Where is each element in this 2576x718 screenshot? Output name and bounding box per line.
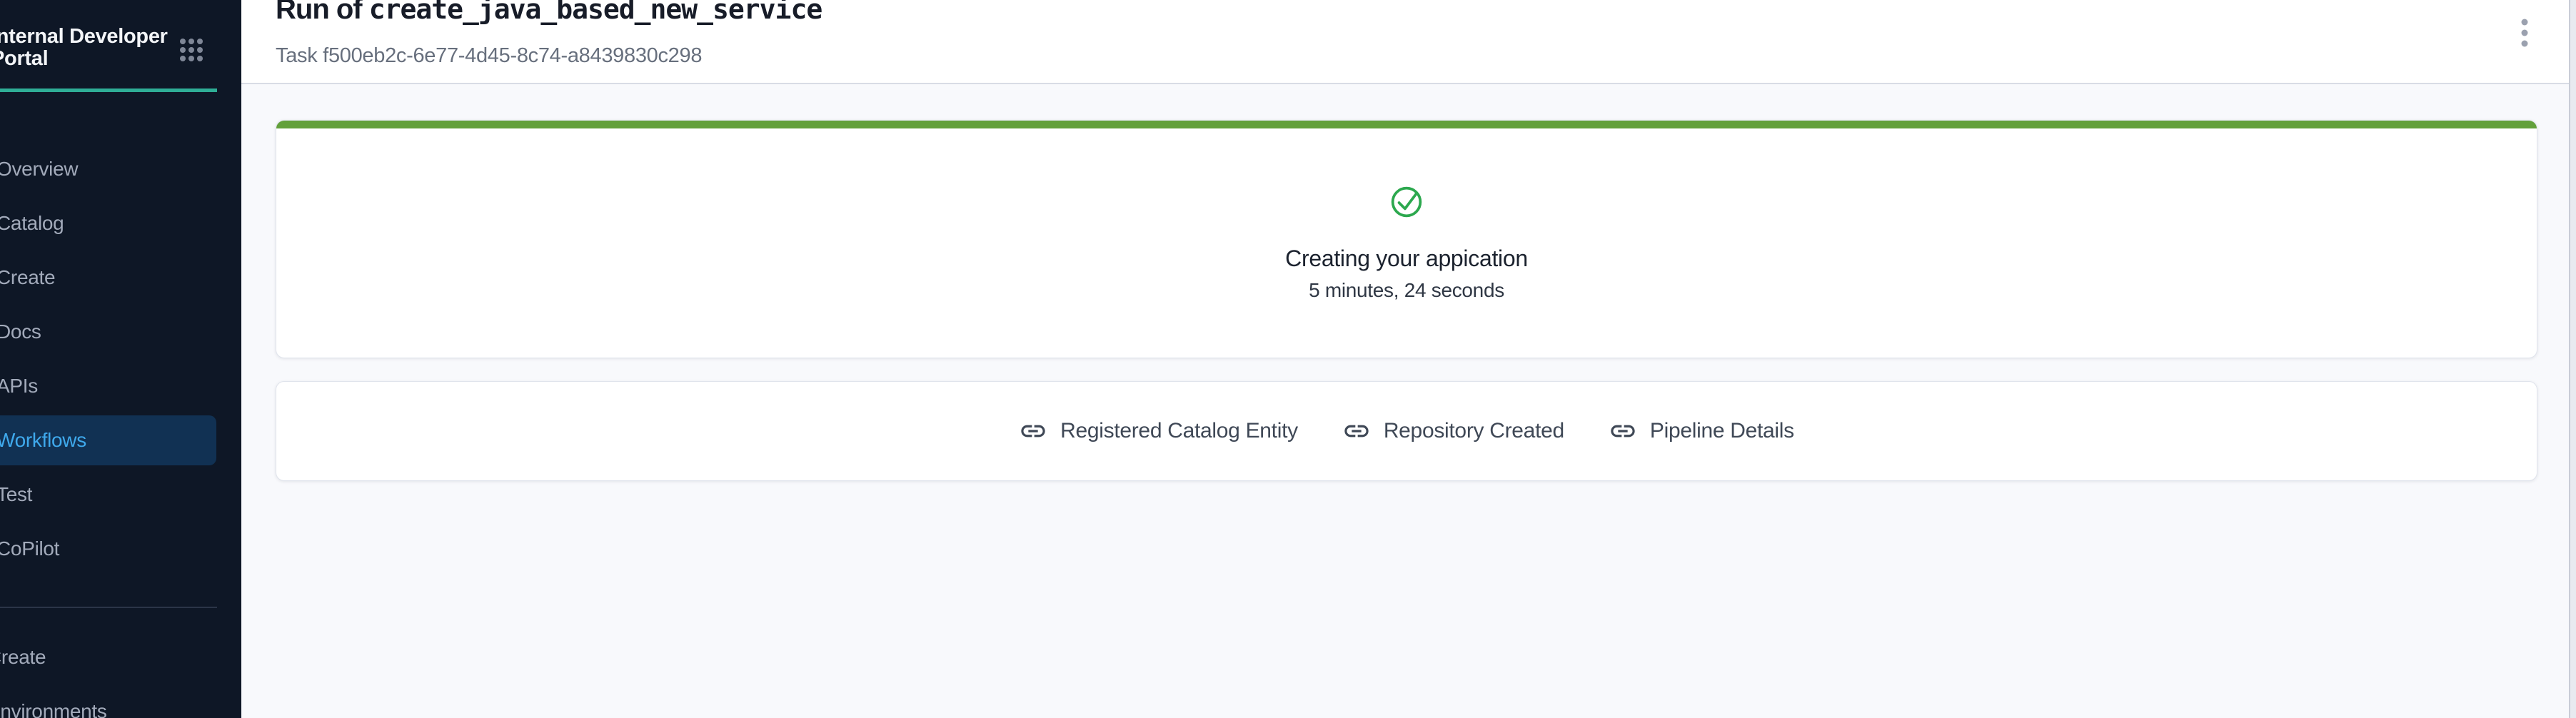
apps-grid-icon[interactable] [178,37,204,63]
link-pipeline-details[interactable]: Pipeline Details [1609,417,1794,445]
status-message: Creating your appication [1285,246,1528,271]
link-icon [1611,425,1635,438]
page-title: Run of create_java_based_new_service [276,0,822,26]
link-icon [1344,425,1369,438]
sidebar-item-copilot[interactable]: CoPilot [0,537,60,560]
vertical-scrollbar[interactable] [2569,0,2576,718]
page-title-template-name: create_java_based_new_service [368,0,822,25]
page-title-prefix: Run of [276,0,369,25]
status-duration: 5 minutes, 24 seconds [1309,279,1504,301]
main-content: Run of create_java_based_new_service Tas… [241,0,2576,718]
page-header: Run of create_java_based_new_service Tas… [241,0,2570,84]
sidebar-item-environments[interactable]: Environments [0,700,107,718]
sidebar-nav: Overview Catalog Create Docs APIs Workfl… [0,142,241,576]
task-id-subtitle: Task f500eb2c-6e77-4d45-8c74-a8439830c29… [276,44,703,67]
sidebar-nav-bottom: Create Environments [0,630,241,718]
check-circle-icon [1390,186,1423,218]
link-label: Registered Catalog Entity [1060,419,1298,443]
sidebar: Internal Developer Portal Overview Catal… [0,0,241,718]
sidebar-item-catalog[interactable]: Catalog [0,212,64,234]
sidebar-item-create[interactable]: Create [0,266,56,288]
sidebar-item-docs[interactable]: Docs [0,320,41,343]
output-links-card: Registered Catalog Entity Repository Cre… [276,381,2537,481]
link-label: Repository Created [1383,419,1564,443]
portal-title: Internal Developer Portal [0,25,168,70]
link-registered-catalog-entity[interactable]: Registered Catalog Entity [1019,417,1298,445]
link-icon [1021,425,1045,438]
sidebar-item-create-bottom[interactable]: Create [0,646,46,668]
task-progress-bar [276,121,2537,128]
sidebar-item-overview[interactable]: Overview [0,158,79,180]
sidebar-item-test[interactable]: Test [0,483,33,505]
sidebar-divider [0,607,217,608]
link-repository-created[interactable]: Repository Created [1342,417,1564,445]
sidebar-accent-underline [0,89,217,92]
sidebar-item-apis[interactable]: APIs [0,375,38,397]
kebab-menu-icon[interactable] [2520,17,2529,49]
link-label: Pipeline Details [1649,419,1794,443]
task-status-card: Creating your appication 5 minutes, 24 s… [276,120,2537,358]
sidebar-item-workflows[interactable]: Workflows [0,415,216,465]
